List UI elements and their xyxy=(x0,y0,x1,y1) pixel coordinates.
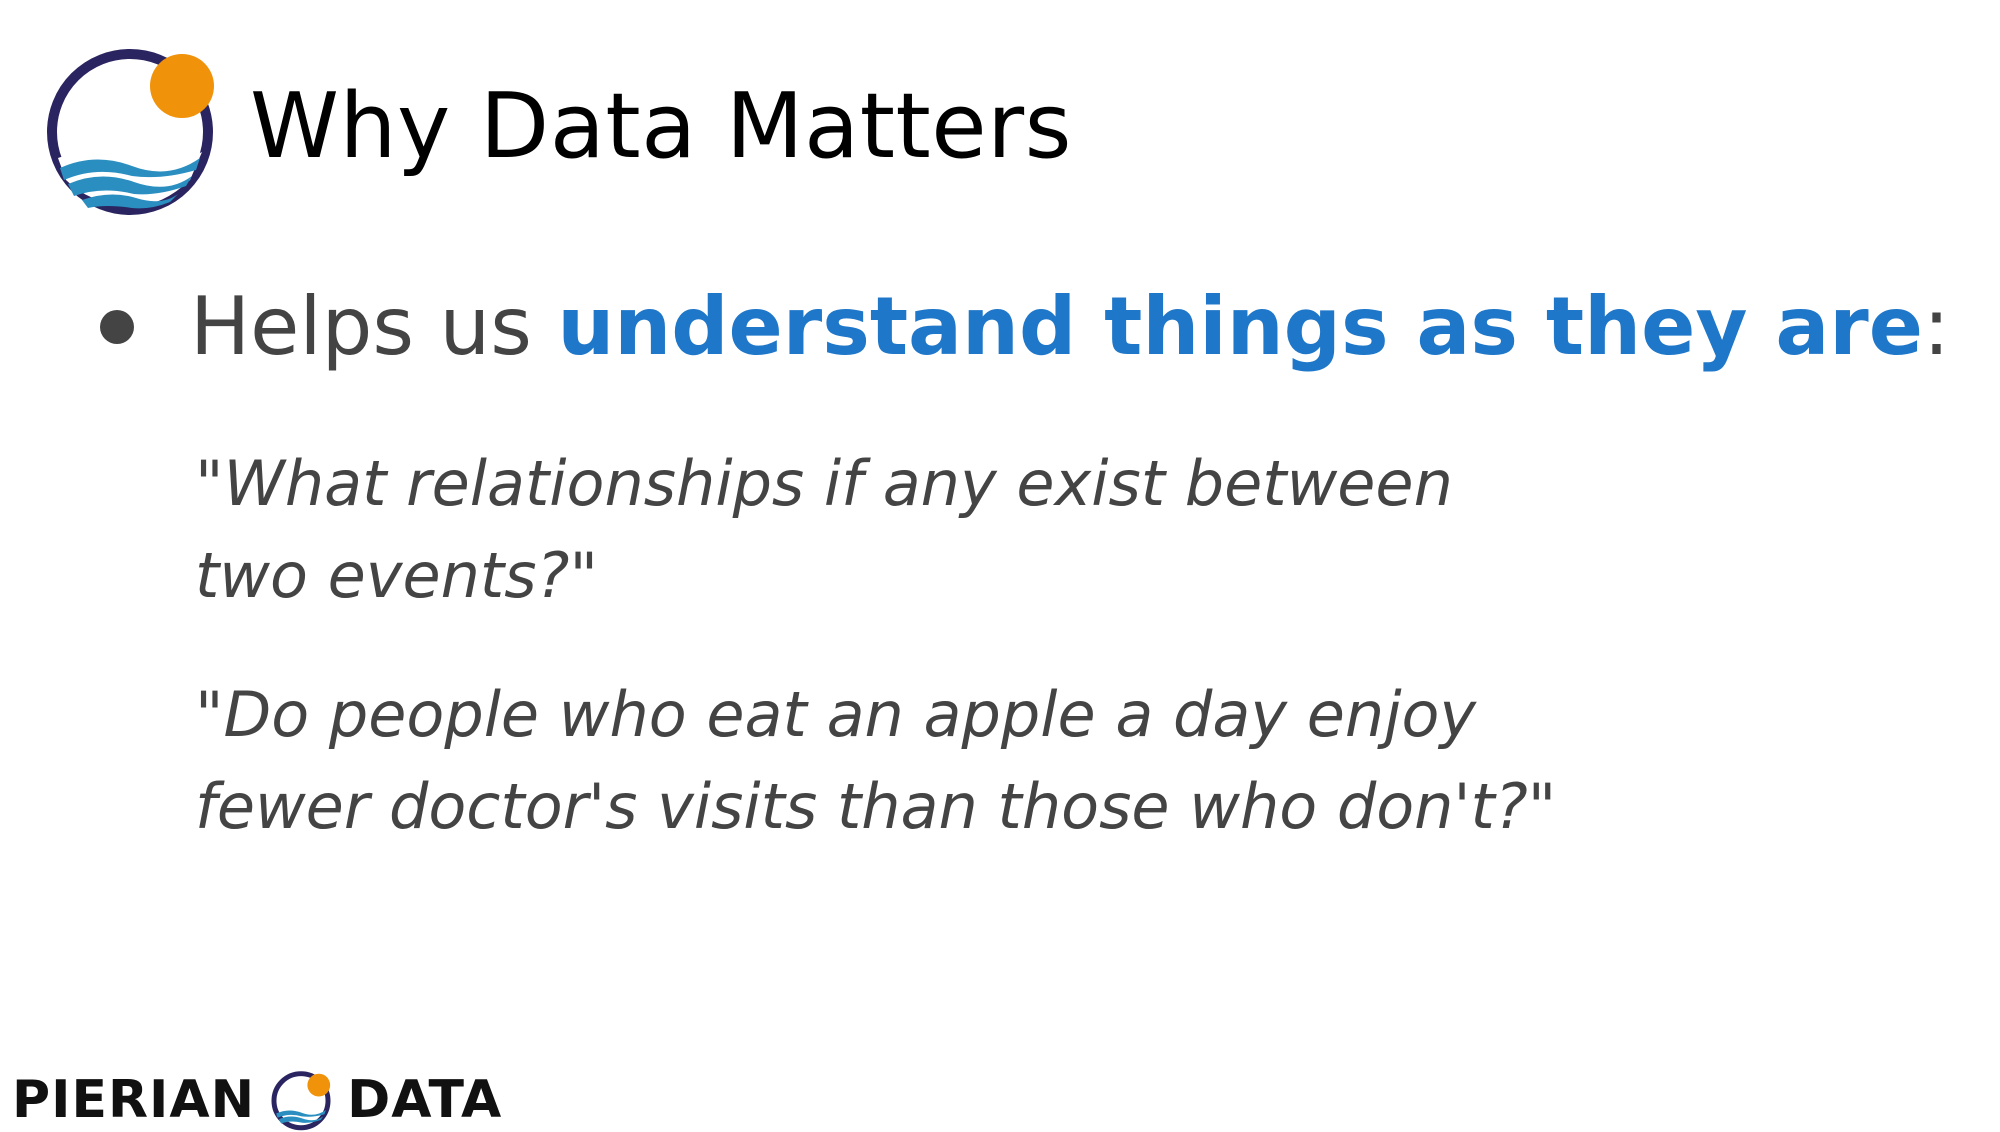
footer-brand-right: DATA xyxy=(347,1070,503,1130)
bullet-item: Helps us understand things as they are: xyxy=(100,283,1950,371)
quote-line: "Do people who eat an apple a day enjoy xyxy=(195,678,1477,751)
footer-brand: PIERIAN DATA xyxy=(12,1068,502,1132)
quote-relationships: "What relationships if any exist between… xyxy=(195,438,1453,622)
quote-line: "What relationships if any exist between xyxy=(195,447,1453,520)
bullet-dot-icon xyxy=(100,310,134,344)
bullet-highlight-text: understand things as they are xyxy=(557,280,1924,373)
slide-title: Why Data Matters xyxy=(250,74,1073,179)
quote-line: fewer doctor's visits than those who don… xyxy=(195,770,1557,843)
footer-brand-left: PIERIAN xyxy=(12,1070,256,1130)
quote-apple: "Do people who eat an apple a day enjoy … xyxy=(195,669,1556,853)
bullet-lead-text: Helps us xyxy=(190,280,558,373)
quote-line: two events?" xyxy=(195,539,598,612)
bullet-text: Helps us understand things as they are: xyxy=(190,283,1950,371)
bullet-trail-text: : xyxy=(1923,280,1950,373)
pierian-data-logo-icon xyxy=(47,49,214,215)
pierian-data-small-logo-icon xyxy=(271,1071,331,1131)
